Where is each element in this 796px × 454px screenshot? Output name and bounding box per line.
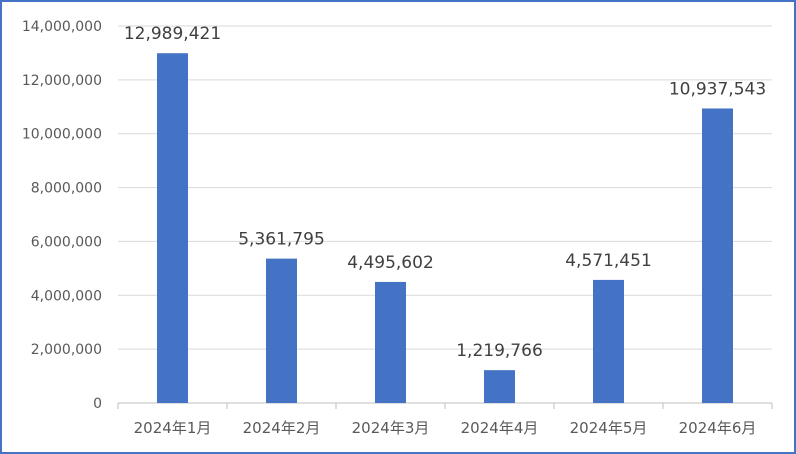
bar [157, 53, 188, 404]
bar [266, 258, 297, 403]
gridlines [118, 25, 772, 350]
x-tick-label: 2024年2月 [243, 419, 321, 437]
bars [157, 53, 733, 404]
y-tick-label: 6,000,000 [31, 234, 102, 250]
bar [593, 279, 624, 403]
y-tick-label: 8,000,000 [31, 181, 102, 197]
y-tick-label: 10,000,000 [22, 127, 102, 143]
x-axis-ticks: 2024年1月 2024年2月 2024年3月 2024年4月 2024年5月 2024年… [134, 419, 757, 437]
data-labels: 12,989,421 5,361,795 4,495,602 1,219,766 4,5… [124, 24, 766, 361]
x-tick-label: 2024年5月 [570, 419, 648, 437]
x-tick-label: 2024年4月 [461, 419, 539, 437]
data-label: 4,495,602 [347, 253, 434, 273]
data-label: 10,937,543 [669, 79, 766, 99]
bar [702, 108, 733, 403]
y-tick-label: 0 [93, 396, 102, 412]
bar [375, 281, 406, 403]
x-tick-label: 2024年3月 [352, 419, 430, 437]
x-tick-label: 2024年1月 [134, 419, 212, 437]
y-tick-label: 14,000,000 [22, 19, 102, 35]
x-tick-label: 2024年6月 [679, 419, 757, 437]
axes [117, 402, 773, 409]
data-label: 12,989,421 [124, 24, 221, 44]
y-tick-label: 12,000,000 [22, 73, 102, 89]
bar [484, 370, 515, 403]
data-label: 1,219,766 [456, 341, 543, 361]
y-tick-label: 2,000,000 [31, 342, 102, 358]
data-label: 4,571,451 [565, 251, 652, 271]
y-axis-ticks: 0 2,000,000 4,000,000 6,000,000 8,000,000 10,… [22, 19, 102, 412]
data-label: 5,361,795 [238, 230, 325, 250]
y-tick-label: 4,000,000 [31, 288, 102, 304]
